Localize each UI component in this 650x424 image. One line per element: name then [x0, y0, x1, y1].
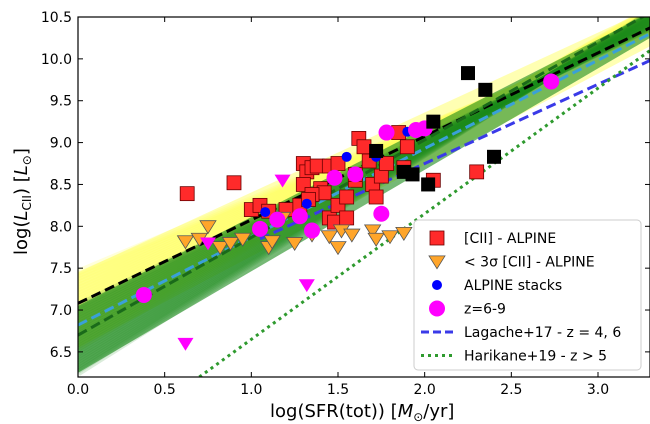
series-0-point-21	[339, 210, 355, 226]
series-1-point-17	[395, 226, 413, 241]
series-4-point-0	[177, 337, 194, 351]
x-tick-label: 2.5	[500, 382, 522, 398]
series-2-point-2	[341, 151, 352, 162]
x-tick-label: 3.0	[587, 382, 609, 398]
y-tick-label: 7.0	[50, 303, 72, 319]
series-3-point-2	[269, 211, 286, 228]
series-5-point-3	[421, 177, 436, 192]
series-1-point-3	[211, 241, 229, 256]
series-1-point-0	[176, 235, 195, 250]
series-3-point-7	[373, 205, 390, 222]
legend: [CII] - ALPINE < 3σ [CII] - ALPINE ALPINE …	[413, 219, 642, 371]
x-axis-ticks: 0.0 0.5 1.0 1.5 2.0 2.5 3.0	[67, 17, 609, 398]
series-0-point-25	[356, 139, 372, 155]
fit-line-4	[78, 17, 646, 337]
legend-label-4: Lagache+17 - z = 4, 6	[464, 325, 621, 341]
series-0-point-30	[379, 156, 394, 171]
series-1-point-9	[285, 237, 304, 252]
plot-frame	[77, 16, 650, 378]
series-0-point-14	[330, 156, 346, 171]
fit-line-1	[198, 49, 650, 377]
legend-box	[413, 219, 642, 371]
fit-line-0	[259, 59, 650, 241]
legend-label-1: < 3σ [CII] - ALPINE	[464, 255, 595, 271]
series-3-point-6	[347, 166, 364, 183]
y-tick-label: 9.0	[50, 136, 72, 152]
series-1-point-15	[367, 232, 385, 247]
y-tick-label: 10.0	[41, 52, 72, 68]
series-0-point-35	[469, 164, 485, 180]
series-1-point-5	[233, 232, 252, 247]
x-tick-label: 1.5	[327, 382, 349, 398]
series-0-point-0	[179, 186, 195, 202]
series-0-point-28	[368, 189, 384, 205]
series-1-point-2	[199, 220, 217, 235]
series-1-point-18	[329, 241, 347, 256]
series-5-point-2	[405, 167, 420, 182]
series-5-point-0	[369, 143, 384, 158]
series-4-point-1	[200, 237, 216, 251]
series-0-point-1	[226, 175, 242, 191]
data-points	[135, 66, 560, 351]
series-5-point-4	[426, 114, 441, 129]
x-tick-label: 0.5	[154, 382, 176, 398]
x-tick-label: 0.0	[67, 382, 89, 398]
series-3-point-11	[543, 73, 560, 90]
series-1-point-4	[221, 237, 240, 252]
series-3-point-8	[378, 124, 395, 141]
legend-label-0: [CII] - ALPINE	[464, 231, 556, 247]
y-tick-label: 9.5	[50, 94, 72, 110]
legend-key-0	[429, 230, 445, 246]
x-tick-label: 1.0	[240, 382, 262, 398]
legend-key-3	[429, 300, 445, 317]
legend-label-2: ALPINE stacks	[464, 278, 562, 294]
series-3-point-1	[252, 220, 268, 237]
series-3-point-4	[304, 222, 320, 239]
series-1-point-14	[363, 224, 382, 239]
x-axis-label: log(SFR(tot)) [M⊙/yr]	[270, 401, 454, 424]
series-0-point-22	[339, 189, 355, 205]
series-3-point-3	[291, 208, 308, 225]
series-3-point-5	[326, 169, 343, 186]
y-axis-label: log(LCII) [L⊙]	[11, 148, 34, 255]
y-tick-label: 8.5	[50, 177, 72, 193]
y-tick-label: 6.5	[50, 345, 72, 361]
series-1-point-7	[263, 235, 281, 250]
series-4-point-2	[274, 174, 291, 188]
series-0-point-29	[373, 168, 389, 184]
y-tick-label: 8.0	[50, 219, 72, 235]
legend-key-1	[428, 255, 446, 270]
series-5-point-7	[487, 149, 501, 164]
series-5-point-5	[461, 66, 475, 81]
series-3-point-0	[135, 286, 152, 303]
series-1-point-16	[381, 230, 399, 245]
series-1-point-11	[320, 230, 339, 245]
series-2-point-1	[301, 198, 312, 209]
series-1-point-13	[343, 228, 361, 243]
series-2-point-0	[260, 207, 271, 218]
y-tick-label: 10.5	[41, 10, 72, 26]
y-axis-ticks: 6.5 7.0 7.5 8.0 8.5 9.0 9.5 10.0 10.5	[41, 10, 650, 361]
legend-label-3: z=6-9	[464, 302, 506, 318]
series-4-point-3	[298, 279, 315, 293]
x-tick-label: 2.0	[414, 382, 436, 398]
y-tick-label: 7.5	[50, 261, 72, 277]
legend-key-2	[432, 280, 442, 290]
series-5-point-6	[478, 82, 493, 97]
series-0-point-33	[399, 139, 415, 155]
legend-label-5: Harikane+19 - z > 5	[464, 349, 607, 365]
